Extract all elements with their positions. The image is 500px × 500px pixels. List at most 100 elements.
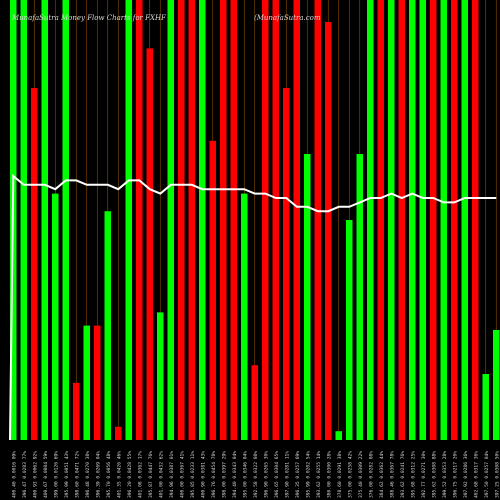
bar-47	[493, 330, 500, 440]
bar-28	[293, 0, 300, 440]
bar-33	[346, 220, 353, 440]
bar-43	[451, 0, 458, 440]
x-tick-label: 395.99 0.0051 43%	[64, 451, 70, 498]
bar-44	[461, 0, 468, 440]
x-tick-label: 375.00 0.0258 42%	[347, 451, 353, 498]
x-tick-label: 399.52 0.0353 28%	[442, 451, 448, 498]
bar-30	[314, 0, 321, 440]
chart-source: (MunafaSutra.com	[254, 14, 321, 22]
x-tick-labels: 400.40 0.0016 09% 396.47 0.0283 77% 400.93…	[11, 451, 500, 498]
bar-3	[31, 88, 38, 440]
x-tick-label: 375.40 0.0309 22%	[358, 451, 364, 498]
x-tick-label: 400.93 0.0062 92%	[32, 451, 38, 498]
bar-35	[367, 0, 374, 440]
x-tick-label: 400.40 0.0016 09%	[11, 451, 17, 498]
series-line	[9, 173, 497, 441]
bar-11	[115, 426, 122, 440]
bar-2	[20, 0, 27, 440]
x-tick-label: 376.00 0.0282 08%	[368, 451, 374, 498]
x-tick-label: 380.00 0.0300 28%	[326, 451, 332, 498]
bar-17	[178, 0, 185, 440]
bar-34	[356, 154, 363, 440]
bar-14	[146, 48, 153, 441]
x-tick-label: 401.00 0.0432 62%	[158, 451, 164, 498]
bar-42	[440, 0, 447, 440]
bar-13	[136, 0, 143, 440]
bar-31	[325, 22, 332, 440]
bar-40	[419, 0, 426, 440]
bar-5	[52, 193, 59, 440]
x-tick-label: 378.60 0.0291 38%	[337, 451, 343, 498]
x-tick-label: 400.90 0.0381 43%	[200, 451, 206, 498]
x-tick-label: 384.62 0.0362 44%	[379, 451, 385, 498]
x-tick-label: 396.35 0.0257 69%	[295, 451, 301, 498]
bar-19	[199, 0, 206, 440]
x-tick-label: 396.76 0.0454 78%	[211, 451, 217, 498]
bar-29	[304, 154, 311, 440]
bar-37	[388, 0, 395, 440]
x-tick-label: 400.00 0.0367 41%	[179, 451, 185, 498]
x-tick-label: 402.68 0.0317 36%	[473, 451, 479, 498]
x-tick-label: 395.99 0.0202 54%	[305, 451, 311, 498]
x-tick-label: 396.20 0.0428 55%	[127, 451, 133, 498]
bar-15	[157, 312, 164, 440]
x-tick-label: 395.62 0.0308 88%	[431, 451, 437, 498]
x-tick-label: 392.77 0.0271 30%	[421, 451, 427, 498]
x-tick-label: 395.68 0.0312 25%	[410, 451, 416, 498]
chart-title: MunafaSutra Money Flow Charts for FXHF	[12, 14, 166, 22]
x-tick-label: 388.46 0.0367 78%	[389, 451, 395, 498]
x-tick-label: 393.62 0.0255 14%	[316, 451, 322, 498]
bar-9	[94, 325, 101, 440]
bar-46	[482, 374, 489, 440]
bar-24	[251, 365, 258, 440]
bar-36	[377, 0, 384, 440]
x-tick-label: 397.90 0.0281 11%	[284, 451, 290, 498]
x-tick-label: 397.50 0.0257 04%	[484, 451, 490, 498]
x-tick-label: 393.62 0.0241 76%	[400, 451, 406, 498]
x-tick-label: 396.90 0.0265 30%	[263, 451, 269, 498]
x-tick-label: 397.25 0.0308 50%	[494, 451, 500, 498]
bar-12	[125, 0, 132, 440]
bar-25	[262, 0, 269, 440]
x-tick-label: 398.60 0.0471 72%	[74, 451, 80, 498]
x-tick-label: 396.65 0.0304 65%	[274, 451, 280, 498]
bar-16	[167, 0, 174, 440]
bar-20	[209, 140, 216, 441]
bar-23	[241, 193, 248, 440]
bar-4	[41, 0, 48, 440]
bar-7	[73, 382, 80, 440]
bar-10	[104, 211, 111, 440]
bar-39	[409, 0, 416, 440]
bar-45	[472, 0, 479, 440]
x-tick-label: 394.96 0.0387 01%	[169, 451, 175, 498]
x-tick-label: 392.58 0.0322 08%	[253, 451, 259, 498]
x-tick-label: 401.08 0.0362 17%	[137, 451, 143, 498]
x-tick-label: 401.35 0.0426 46%	[116, 451, 122, 498]
bar-32	[335, 431, 342, 440]
x-tick-label: 396.75 0.0217 20%	[452, 451, 458, 498]
x-tick-label: 395.85 0.0233 11%	[190, 451, 196, 498]
x-tick-label: 400.67 0.0084 59%	[43, 451, 49, 498]
x-tick-label: 396.47 0.0283 77%	[22, 451, 28, 498]
bar-38	[398, 0, 405, 440]
bar-27	[283, 88, 290, 440]
bar-8	[83, 325, 90, 440]
x-tick-label: 397.92 0.0286 36%	[463, 451, 469, 498]
bar-26	[272, 0, 279, 440]
x-tick-label: 395.87 0.0447 76%	[148, 451, 154, 498]
bar-18	[188, 0, 195, 440]
bar-21	[220, 0, 227, 440]
x-tick-label: 395.70 0.0056 48%	[106, 451, 112, 498]
x-tick-label: 395.00 0.0346 04%	[242, 451, 248, 498]
bar-6	[62, 0, 69, 440]
x-tick-label: 398.00 0.0397 29%	[221, 451, 227, 498]
x-tick-label: 394.40 0.0343 04%	[232, 451, 238, 498]
x-tick-label: 396.48 0.0270 38%	[85, 451, 91, 498]
x-tick-label: 396.39 0.0269 04%	[95, 451, 101, 498]
x-tick-label: 399.00 0.0126 69%	[53, 451, 59, 498]
bars	[10, 0, 500, 441]
bar-41	[430, 0, 437, 440]
bar-22	[230, 0, 237, 440]
